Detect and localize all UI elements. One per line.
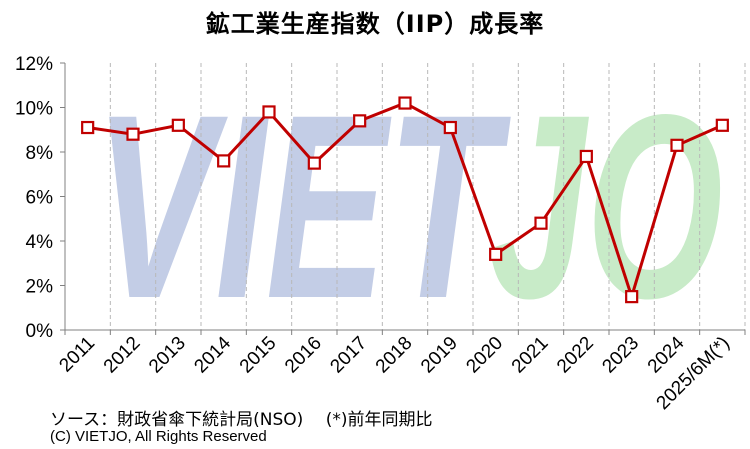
data-point-marker: [579, 149, 593, 164]
data-point-marker: [534, 216, 548, 230]
x-tick-label: 2011: [55, 333, 99, 377]
data-markers: [81, 96, 729, 304]
data-point-marker: [670, 138, 684, 152]
data-point-marker: [126, 127, 140, 141]
data-point-marker: [625, 290, 639, 304]
copyright-note: (C) VIETJO, All Rights Reserved: [50, 428, 267, 445]
data-point-marker: [715, 118, 729, 132]
y-tick-label: 8%: [26, 143, 54, 164]
source-note: ソース：財政省傘下統計局(NSO) (*)前年同期比: [50, 410, 433, 430]
watermark-jo: JO: [488, 60, 723, 353]
watermark-viet: VIET: [94, 60, 512, 353]
data-point-marker: [81, 120, 95, 135]
data-point-marker: [307, 156, 321, 170]
chart-title: 鉱工業生産指数（IIP）成長率: [205, 10, 545, 38]
y-tick-label: 0%: [26, 321, 54, 342]
y-tick-label: 2%: [26, 277, 54, 298]
data-point-marker: [398, 96, 412, 110]
vietjo-watermark: VIET JO: [94, 60, 723, 353]
data-point-marker: [217, 154, 231, 168]
y-tick-label: 10%: [15, 99, 53, 120]
data-point-marker: [171, 118, 185, 132]
y-tick-label: 6%: [26, 188, 54, 209]
axes: [60, 62, 746, 335]
grid-lines: [109, 63, 746, 330]
data-point-marker: [443, 120, 457, 135]
data-point-marker: [262, 105, 276, 119]
y-tick-label: 12%: [15, 54, 53, 75]
y-tick-label: 4%: [26, 232, 54, 253]
y-axis-tick-labels: 0% 2% 4% 6% 8% 10% 12%: [15, 54, 53, 342]
data-point-marker: [489, 247, 503, 261]
data-point-marker: [353, 114, 367, 128]
